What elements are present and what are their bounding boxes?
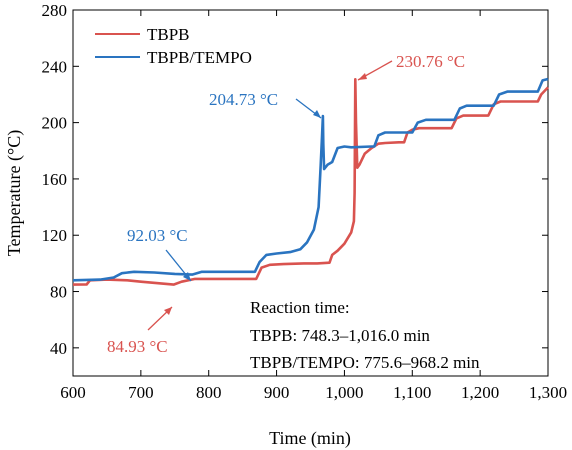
y-axis-label: Temperature (°C) [4,130,25,256]
legend: TBPB TBPB/TEMPO [95,25,252,67]
y-tick-label: 80 [50,283,67,302]
x-tick-label: 1,100 [393,383,431,402]
note-tbpb: TBPB: 748.3–1,016.0 min [250,326,430,345]
x-tick-label: 1,000 [325,383,363,402]
x-axis-label: Time (min) [269,428,351,449]
note-title: Reaction time: [250,298,350,317]
annotation-tbpb-start: 84.93 °C [107,337,168,356]
annotation-tempo-peak-arrowhead [313,110,321,118]
x-tick-label: 1,200 [461,383,499,402]
annotation-tbpb-start-arrowhead [164,307,172,315]
legend-label-tbpb: TBPB [147,25,190,44]
series-lines [72,77,549,286]
x-tick-label: 600 [60,383,86,402]
annotation-tbpb-peak: 230.76 °C [396,52,465,71]
annotation-tbpb-peak-arrowhead [358,73,367,80]
x-tick-label: 1,300 [529,383,567,402]
note-tbpb-tempo: TBPB/TEMPO: 775.6–968.2 min [250,353,480,372]
annotation-tempo-peak: 204.73 °C [209,90,278,109]
x-tick-label: 900 [264,383,290,402]
y-tick-label: 40 [50,339,67,358]
annotations: 230.76 °C 204.73 °C 92.03 °C 84.93 °C [107,52,465,356]
y-tick-label: 200 [42,114,68,133]
plot-frame [72,9,549,377]
axis-ticks: 600 700 800 900 1,000 1,100 1,200 1,300 40 80 120 1… [42,1,568,402]
y-tick-label: 160 [42,170,68,189]
y-tick-label: 120 [42,226,68,245]
legend-label-tbpb-tempo: TBPB/TEMPO [147,48,252,67]
x-tick-label: 800 [196,383,222,402]
x-tick-label: 700 [128,383,154,402]
reaction-time-note: Reaction time: TBPB: 748.3–1,016.0 min T… [250,298,480,372]
y-tick-label: 240 [42,57,68,76]
series-line-tbpb-tempo [72,77,549,282]
annotation-tempo-start-arrowhead [183,272,191,281]
series-line-tbpb [72,78,549,286]
y-tick-label: 280 [42,1,68,20]
annotation-tempo-start: 92.03 °C [127,226,188,245]
